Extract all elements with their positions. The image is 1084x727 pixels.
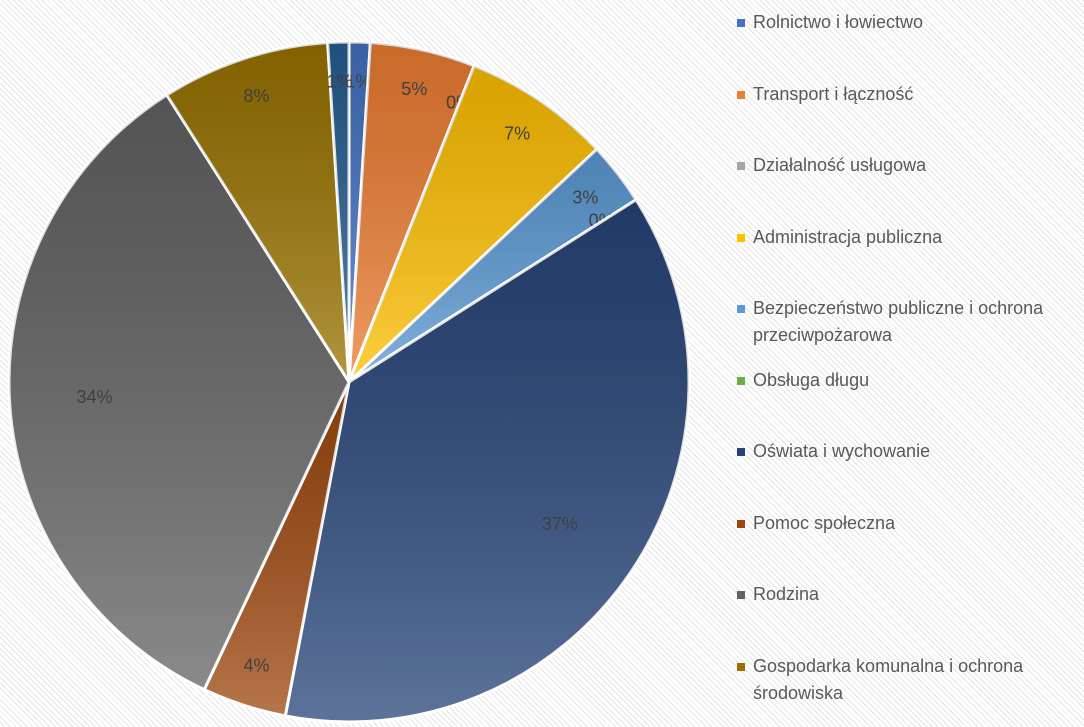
slice-shade <box>285 199 689 722</box>
legend-item: Gospodarka komunalna i ochrona środowisk… <box>737 653 1077 707</box>
slice-group <box>326 40 351 383</box>
legend-label: Działalność usługowa <box>753 155 927 175</box>
slice-shade <box>166 42 349 383</box>
legend-item: Rodzina <box>737 581 1077 608</box>
data-label: 3% <box>572 187 598 207</box>
slice-shade <box>349 149 637 382</box>
legend-label: Obsługa długu <box>753 369 870 390</box>
legend-label: Pomoc społeczna <box>753 512 896 533</box>
data-label: 5% <box>401 79 427 99</box>
slice-shade <box>349 65 597 383</box>
legend-swatch <box>737 90 745 99</box>
legend-label: Bezpieczeństwo publiczne i ochrona przec… <box>753 298 1044 345</box>
slice-shade <box>204 382 349 716</box>
legend-item: Bezpieczeństwo publiczne i ochrona przec… <box>737 295 1077 349</box>
legend-item: Transport i łączność <box>737 81 1077 108</box>
legend-item: Administracja publiczna <box>737 224 1077 251</box>
slice-shade <box>8 94 349 690</box>
legend-item: Obsługa długu <box>737 367 1077 394</box>
legend-swatch <box>737 376 745 385</box>
data-label: 34% <box>76 387 112 407</box>
slice-shade <box>327 42 349 382</box>
data-label: 1% <box>327 72 353 92</box>
legend-swatch <box>737 448 745 456</box>
data-label: 7% <box>504 123 530 143</box>
legend-swatch <box>737 519 745 528</box>
data-label: 8% <box>244 86 270 106</box>
legend-label: Gospodarka komunalna i ochrona środowisk… <box>753 655 1024 703</box>
pie-area: 1%5%0%7%3%0%37%4%34%8%1% <box>7 40 691 724</box>
data-label: 37% <box>542 514 578 534</box>
slice-group <box>347 63 599 384</box>
legend-label: Oświata i wychowanie <box>753 441 931 461</box>
slice-group <box>164 41 351 383</box>
data-label: 1% <box>345 72 371 92</box>
slice-shade <box>349 42 475 383</box>
legend-label: Transport i łączność <box>753 83 914 104</box>
legend-swatch <box>737 305 745 313</box>
data-label: 4% <box>244 655 270 675</box>
legend-swatch <box>737 591 745 599</box>
slice-group <box>347 41 477 383</box>
slice-group <box>283 197 691 724</box>
slice-group <box>7 92 351 692</box>
legend-label: Rolnictwo i łowiectwo <box>753 12 924 32</box>
legend-swatch <box>737 662 745 671</box>
legend-swatch <box>737 162 745 170</box>
legend-item: Oświata i wychowanie <box>737 438 1077 465</box>
legend-swatch <box>737 233 745 242</box>
legend-label: Rodzina <box>753 584 820 604</box>
legend-item: Działalność usługowa <box>737 152 1077 179</box>
legend-label: Administracja publiczna <box>753 226 943 247</box>
legend-item: Pomoc społeczna <box>737 510 1077 537</box>
legend-swatch <box>737 19 745 27</box>
legend-item: Rolnictwo i łowiectwo <box>737 9 1077 36</box>
